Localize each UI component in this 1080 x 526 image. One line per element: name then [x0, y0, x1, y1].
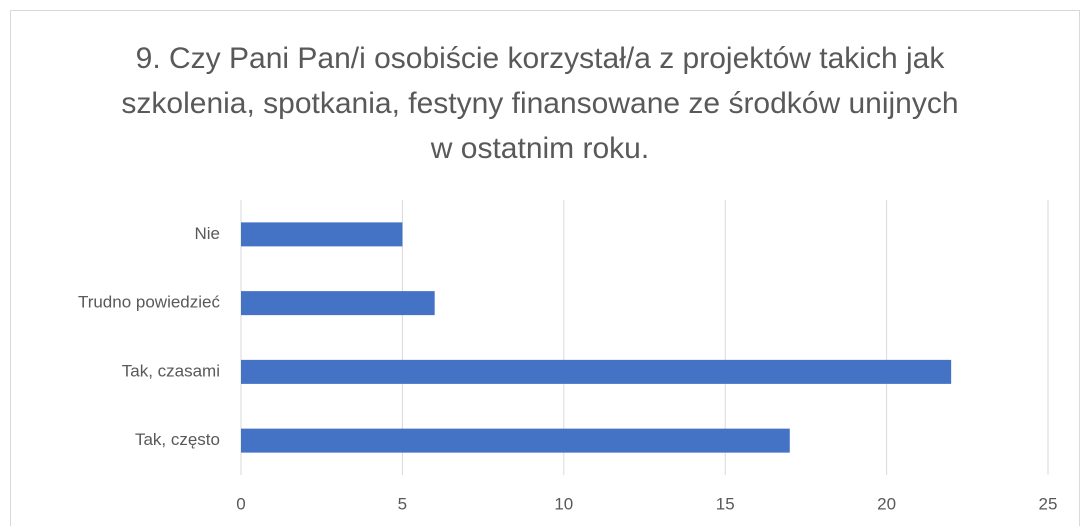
y-tick-label: Trudno powiedzieć [78, 293, 221, 312]
x-tick-label: 5 [398, 494, 407, 513]
bar [241, 291, 435, 316]
y-tick-label: Tak, czasami [122, 361, 220, 380]
y-tick-label: Tak, często [135, 430, 220, 449]
x-tick-label: 20 [877, 494, 896, 513]
bar [241, 428, 790, 453]
bar [241, 359, 952, 384]
chart-title: 9. Czy Pani Pan/i osobiście korzystał/a … [121, 42, 959, 165]
bar [241, 222, 403, 247]
x-tick-label: 0 [236, 494, 245, 513]
x-tick-label: 25 [1039, 494, 1058, 513]
x-tick-label: 10 [554, 494, 573, 513]
y-tick-label: Nie [194, 224, 220, 243]
x-tick-label: 15 [716, 494, 735, 513]
